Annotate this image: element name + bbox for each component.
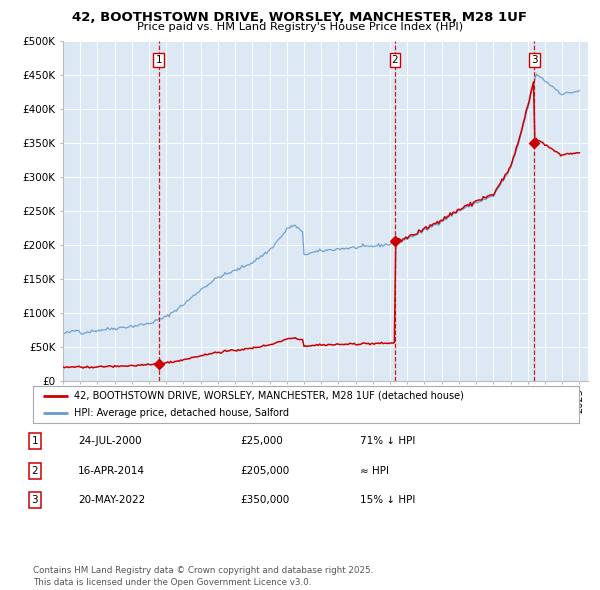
- Text: £205,000: £205,000: [240, 466, 289, 476]
- Text: 3: 3: [531, 55, 538, 65]
- Text: 2: 2: [392, 55, 398, 65]
- Text: £25,000: £25,000: [240, 437, 283, 446]
- Text: Price paid vs. HM Land Registry's House Price Index (HPI): Price paid vs. HM Land Registry's House …: [137, 22, 463, 32]
- Text: 3: 3: [31, 496, 38, 505]
- Text: 1: 1: [31, 437, 38, 446]
- Text: 16-APR-2014: 16-APR-2014: [78, 466, 145, 476]
- Text: 42, BOOTHSTOWN DRIVE, WORSLEY, MANCHESTER, M28 1UF: 42, BOOTHSTOWN DRIVE, WORSLEY, MANCHESTE…: [73, 11, 527, 24]
- Text: Contains HM Land Registry data © Crown copyright and database right 2025.
This d: Contains HM Land Registry data © Crown c…: [33, 566, 373, 587]
- Text: 71% ↓ HPI: 71% ↓ HPI: [360, 437, 415, 446]
- Text: 24-JUL-2000: 24-JUL-2000: [78, 437, 142, 446]
- Text: 2: 2: [31, 466, 38, 476]
- Text: £350,000: £350,000: [240, 496, 289, 505]
- Text: 15% ↓ HPI: 15% ↓ HPI: [360, 496, 415, 505]
- Text: 42, BOOTHSTOWN DRIVE, WORSLEY, MANCHESTER, M28 1UF (detached house): 42, BOOTHSTOWN DRIVE, WORSLEY, MANCHESTE…: [74, 391, 464, 401]
- Text: 20-MAY-2022: 20-MAY-2022: [78, 496, 145, 505]
- Text: 1: 1: [155, 55, 162, 65]
- Text: HPI: Average price, detached house, Salford: HPI: Average price, detached house, Salf…: [74, 408, 289, 418]
- Text: ≈ HPI: ≈ HPI: [360, 466, 389, 476]
